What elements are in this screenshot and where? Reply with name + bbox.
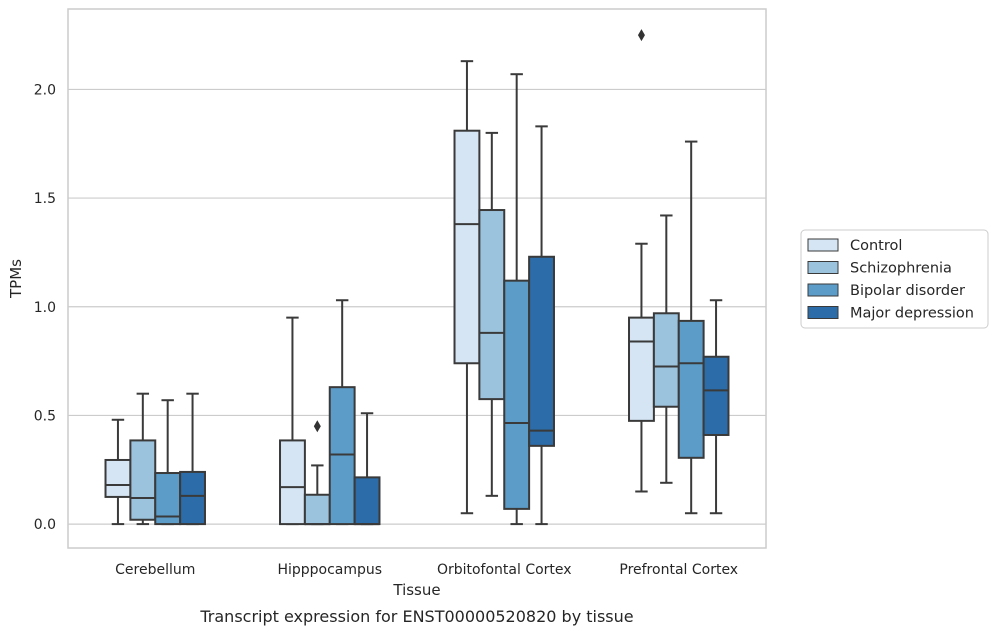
- iqr-box: [279, 439, 306, 526]
- y-tick-label: 2.0: [34, 82, 56, 98]
- x-axis-label: Tissue: [392, 581, 440, 599]
- y-tick-label: 1.5: [34, 191, 56, 207]
- x-tick-labels: Cerebellum Hipppocampus Orbitofontal Corte…: [115, 562, 738, 578]
- legend-label: Bipolar disorder: [850, 283, 965, 299]
- legend: Control Schizophrenia Bipolar disorder Majo…: [800, 229, 989, 329]
- iqr-box: [328, 386, 356, 526]
- y-tick-label: 0.0: [34, 517, 56, 533]
- box-control: [104, 418, 132, 526]
- iqr-box: [478, 209, 506, 401]
- box-major-depression: [702, 299, 730, 515]
- iqr-box: [677, 319, 705, 459]
- legend-swatch: [807, 261, 839, 274]
- box-major-depression: [353, 412, 381, 526]
- x-tick-label: Hipppocampus: [277, 562, 382, 578]
- box-bipolar-disorder: [677, 140, 705, 515]
- box-major-depression: [179, 392, 206, 526]
- y-tick-label: 0.5: [34, 408, 56, 424]
- iqr-box: [528, 255, 555, 447]
- x-tick-label: Cerebellum: [115, 562, 195, 578]
- outlier-point: [637, 29, 645, 42]
- legend-swatch: [807, 238, 839, 252]
- iqr-box: [652, 312, 680, 408]
- iqr-box: [179, 470, 206, 526]
- box-major-depression: [528, 125, 555, 526]
- box-bipolar-disorder: [328, 299, 356, 526]
- box-control: [628, 29, 655, 493]
- figure-caption: Transcript expression for ENST0000052082…: [199, 607, 633, 626]
- y-tick-labels: 0.0 0.5 1.0 1.5 2.0: [34, 82, 56, 533]
- iqr-box: [628, 316, 655, 422]
- legend-label: Major depression: [850, 306, 974, 322]
- outlier-point: [313, 420, 321, 433]
- iqr-box: [129, 439, 157, 521]
- box-schizophrenia: [129, 392, 157, 526]
- legend-frame: [800, 229, 989, 329]
- legend-label: Schizophrenia: [850, 261, 952, 277]
- plot-area: [67, 8, 767, 549]
- y-axis-label: TPMs: [7, 259, 25, 299]
- x-tick-label: Prefrontal Cortex: [619, 562, 738, 578]
- legend-swatch: [807, 306, 839, 319]
- box-control: [453, 60, 481, 515]
- iqr-box: [353, 476, 381, 526]
- box-series: [104, 29, 730, 526]
- legend-label: Control: [850, 238, 902, 254]
- iqr-box: [503, 279, 531, 510]
- y-tick-label: 1.0: [34, 300, 56, 316]
- iqr-box: [303, 493, 331, 526]
- box-schizophrenia: [478, 131, 506, 497]
- iqr-box: [702, 355, 730, 436]
- box-control: [279, 316, 306, 526]
- legend-swatch: [807, 283, 839, 297]
- iqr-box: [453, 129, 481, 365]
- x-tick-label: Orbitofontal Cortex: [437, 562, 572, 578]
- iqr-box: [104, 458, 132, 498]
